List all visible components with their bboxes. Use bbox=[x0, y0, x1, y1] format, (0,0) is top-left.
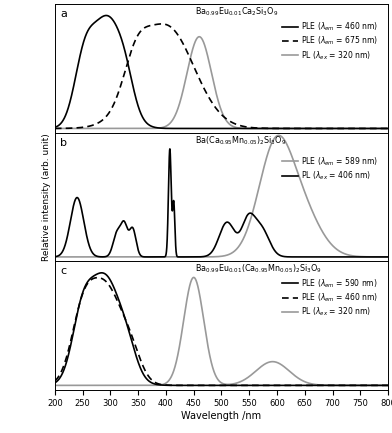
Text: a: a bbox=[60, 10, 67, 19]
Text: Ba(Ca$_{0.95}$Mn$_{0.05}$)$_2$Si$_3$O$_9$: Ba(Ca$_{0.95}$Mn$_{0.05}$)$_2$Si$_3$O$_9… bbox=[195, 134, 286, 147]
Legend: PLE ($\lambda_{em}$ = 460 nm), PLE ($\lambda_{em}$ = 675 nm), PL ($\lambda_{ex}$: PLE ($\lambda_{em}$ = 460 nm), PLE ($\la… bbox=[279, 17, 381, 65]
Text: Ba$_{0.99}$Eu$_{0.01}$Ca$_2$Si$_3$O$_9$: Ba$_{0.99}$Eu$_{0.01}$Ca$_2$Si$_3$O$_9$ bbox=[195, 6, 278, 18]
Text: Ba$_{0.99}$Eu$_{0.01}$(Ca$_{0.95}$Mn$_{0.05}$)$_2$Si$_3$O$_9$: Ba$_{0.99}$Eu$_{0.01}$(Ca$_{0.95}$Mn$_{0… bbox=[195, 262, 322, 275]
Y-axis label: Relative intensity (arb. unit): Relative intensity (arb. unit) bbox=[42, 133, 51, 261]
X-axis label: Wavelength /nm: Wavelength /nm bbox=[181, 411, 261, 421]
Text: b: b bbox=[60, 138, 67, 148]
Legend: PLE ($\lambda_{em}$ = 590 nm), PLE ($\lambda_{em}$ = 460 nm), PL ($\lambda_{ex}$: PLE ($\lambda_{em}$ = 590 nm), PLE ($\la… bbox=[279, 274, 381, 321]
Text: c: c bbox=[60, 266, 66, 276]
Legend: PLE ($\lambda_{em}$ = 589 nm), PL ($\lambda_{ex}$ = 406 nm): PLE ($\lambda_{em}$ = 589 nm), PL ($\lam… bbox=[279, 152, 381, 185]
